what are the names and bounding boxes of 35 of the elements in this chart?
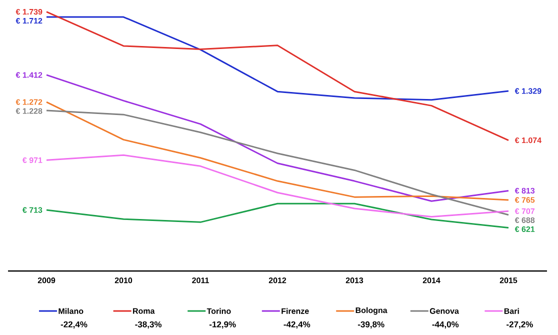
data-label: € 688 [514,217,535,224]
text: -27,2% [506,321,533,329]
data-label: € 1.228 [16,108,42,114]
data-label: € 1.272 [16,99,42,105]
x-tick-label: 2011 [192,278,209,284]
legend-label: Firenze [282,308,309,314]
x-tick-label: 2013 [346,278,364,284]
data-label: € 971 [22,157,42,164]
x-tick-label: 2012 [268,278,286,284]
legend-label: Roma [133,308,155,314]
text: -44,0% [432,321,459,329]
legend-label: Genova [430,308,459,314]
data-label: € 713 [22,207,42,213]
legend-label: Torino [206,308,231,314]
text: -12,9% [209,321,236,329]
data-label: € 813 [514,188,535,194]
data-label: € 1.412 [16,72,42,78]
data-label: € 621 [514,226,535,232]
data-label: € 1.074 [514,137,542,144]
legend-label: Bari [504,308,519,314]
text: -38,3% [135,321,162,329]
legend-label: Bologna [356,307,388,315]
data-label: € 707 [514,208,534,214]
text: -22,4% [60,321,88,329]
data-label: € 1.329 [514,88,542,94]
text: -42,4% [284,321,310,329]
x-tick-label: 2010 [114,278,132,284]
x-tick-label: 2014 [422,278,440,284]
data-label: € 1.712 [16,18,42,24]
x-tick-label: 2009 [38,278,56,284]
data-label: € 1.739 [16,8,42,15]
text: -39,8% [358,321,384,329]
legend-label: Milano [58,308,84,314]
x-tick-label: 2015 [500,278,518,284]
data-label: € 765 [514,197,535,203]
